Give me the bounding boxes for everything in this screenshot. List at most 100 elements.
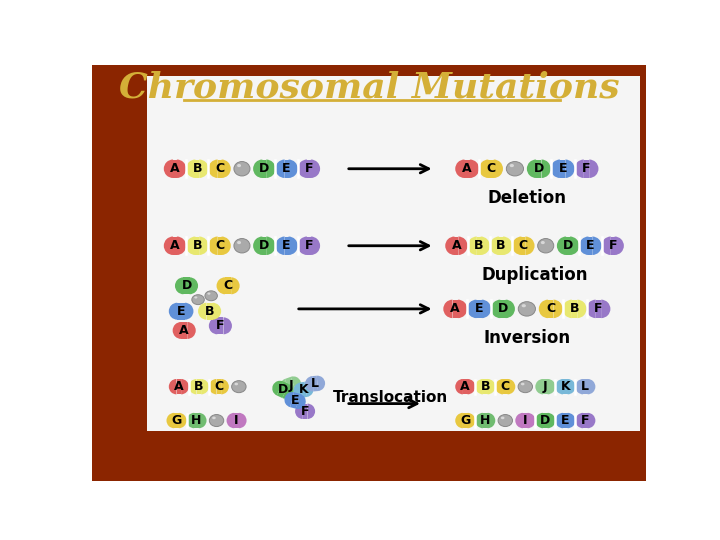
Ellipse shape [237,164,241,167]
Bar [454,237,459,255]
Bar [195,159,199,178]
Bar [548,300,554,318]
Wedge shape [487,379,495,394]
Wedge shape [508,379,516,394]
Wedge shape [528,413,535,428]
Text: E: E [586,239,595,252]
Wedge shape [481,237,490,255]
Wedge shape [222,159,231,178]
Ellipse shape [501,416,505,419]
Bar [176,379,181,394]
Wedge shape [276,159,284,178]
Wedge shape [479,159,488,178]
Bar [572,300,577,318]
Wedge shape [209,318,217,334]
Wedge shape [227,413,234,428]
Bar [477,237,481,255]
Bar [303,403,307,419]
Wedge shape [181,379,189,394]
Bar [499,237,503,255]
Ellipse shape [207,293,210,295]
Text: B: B [205,305,215,318]
Bar [566,237,570,255]
Wedge shape [503,237,512,255]
Bar [543,379,548,394]
Text: A: A [462,162,472,176]
Bar [197,379,201,394]
Wedge shape [163,237,173,255]
Text: D: D [259,162,269,176]
Wedge shape [475,379,483,394]
Text: C: C [500,380,510,393]
Ellipse shape [235,383,238,386]
Bar [523,413,528,428]
Text: Duplication: Duplication [481,266,588,284]
Wedge shape [305,382,313,397]
Bar [290,392,300,409]
Wedge shape [177,159,186,178]
Wedge shape [579,237,588,255]
Wedge shape [177,237,186,255]
Ellipse shape [538,239,554,253]
Text: A: A [451,302,460,315]
Wedge shape [570,237,579,255]
Ellipse shape [518,302,536,316]
Bar [174,413,179,428]
Text: E: E [282,239,291,252]
Wedge shape [575,379,583,394]
Wedge shape [487,413,495,428]
Text: I: I [523,414,528,427]
Text: C: C [215,380,223,393]
Wedge shape [467,379,475,394]
Wedge shape [317,376,325,391]
Text: E: E [177,305,185,318]
Text: D: D [563,239,573,252]
Ellipse shape [541,241,545,244]
Wedge shape [276,237,284,255]
Wedge shape [577,300,587,318]
Bar [177,303,185,320]
Bar [207,303,212,320]
Wedge shape [189,278,198,294]
Wedge shape [209,379,217,394]
Bar [588,237,593,255]
Text: C: C [215,239,224,252]
Wedge shape [455,159,464,178]
Wedge shape [289,159,298,178]
Wedge shape [175,278,184,294]
Wedge shape [548,413,555,428]
Wedge shape [512,237,521,255]
Bar [312,376,318,392]
Bar [300,382,307,398]
Wedge shape [551,159,560,178]
Ellipse shape [212,416,216,419]
Wedge shape [555,379,563,394]
Wedge shape [186,159,195,178]
Bar [307,237,311,255]
Bar [217,379,221,394]
Text: D: D [278,383,288,396]
Text: E: E [561,414,570,427]
Bar [217,318,223,334]
Text: C: C [223,279,233,292]
Wedge shape [221,379,229,394]
Text: E: E [282,162,291,176]
Text: A: A [170,162,180,176]
Ellipse shape [506,161,523,176]
Text: K: K [299,383,308,396]
Wedge shape [239,413,246,428]
Text: F: F [305,162,313,176]
Wedge shape [527,159,536,178]
Wedge shape [173,322,181,339]
Wedge shape [305,376,313,392]
Wedge shape [444,300,453,318]
Text: I: I [234,414,239,427]
Wedge shape [298,159,307,178]
Text: D: D [534,162,544,176]
Wedge shape [266,237,276,255]
Bar [543,413,548,428]
Wedge shape [491,300,500,318]
Text: L: L [311,377,319,390]
Text: B: B [570,302,580,315]
Wedge shape [575,413,583,428]
